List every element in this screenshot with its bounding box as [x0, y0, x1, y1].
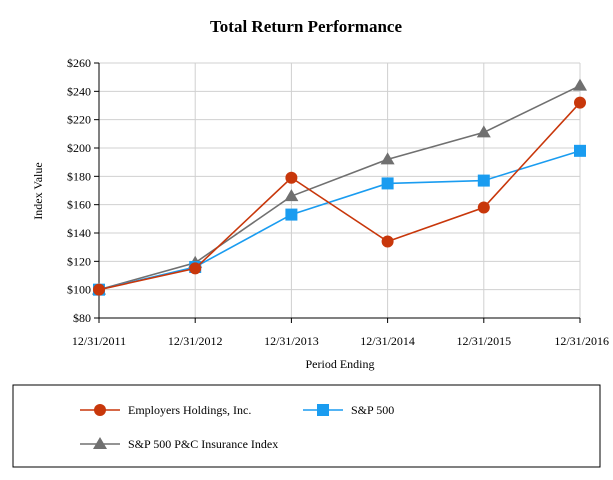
x-tick-label: 12/31/2012 [168, 334, 223, 348]
grid-lines [99, 62, 581, 318]
legend-marker [93, 437, 107, 449]
series-line [98, 102, 581, 291]
y-tick-label: $80 [73, 311, 91, 325]
series-line [98, 150, 581, 291]
y-tick-label: $220 [67, 113, 91, 127]
data-point [477, 174, 490, 187]
x-tick-label: 12/31/2015 [456, 334, 511, 348]
legend-marker [317, 404, 329, 416]
y-tick-label: $260 [67, 56, 91, 70]
legend-item: Employers Holdings, Inc. [80, 403, 251, 417]
series-circle [93, 96, 586, 296]
series-square [93, 144, 586, 296]
data-point [476, 125, 491, 138]
data-point [381, 235, 394, 248]
y-tick-label: $160 [67, 198, 91, 212]
x-axis-tick-labels: 12/31/2011 12/31/2012 12/31/2013 12/31/2014… [72, 334, 609, 348]
series-line [98, 84, 581, 291]
x-axis-label: Period Ending [306, 357, 375, 371]
data-point [477, 201, 490, 214]
data-point [285, 171, 298, 184]
y-tick-label: $240 [67, 84, 91, 98]
series-triangle [92, 78, 587, 295]
legend-item: S&P 500 [303, 403, 394, 417]
data-point [574, 144, 586, 157]
y-tick-label: $120 [67, 254, 91, 268]
x-tick-label: 12/31/2013 [264, 334, 319, 348]
legend-label: S&P 500 [351, 403, 394, 417]
x-tick-label: 12/31/2016 [554, 334, 609, 348]
data-point [573, 78, 587, 91]
data-point [381, 177, 394, 190]
legend: Employers Holdings, Inc. S&P 500 S&P 500 P… [80, 403, 394, 451]
y-axis-label: Index Value [31, 162, 45, 219]
chart-title: Total Return Performance [210, 17, 402, 36]
x-tick-label: 12/31/2011 [72, 334, 126, 348]
data-point [380, 152, 395, 165]
data-point [93, 283, 105, 296]
data-point [285, 208, 298, 221]
y-tick-label: $100 [67, 283, 91, 297]
y-tick-label: $180 [67, 169, 91, 183]
data-point [284, 189, 299, 202]
x-tick-label: 12/31/2014 [360, 334, 415, 348]
axes [94, 62, 581, 323]
data-point [574, 96, 586, 109]
legend-label: S&P 500 P&C Insurance Index [128, 437, 278, 451]
y-axis-tick-labels: $80 $100 $120 $140 $160 $180 $200 $220 $240 $260 [67, 56, 91, 325]
legend-box [12, 384, 601, 468]
legend-item: S&P 500 P&C Insurance Index [80, 437, 278, 451]
data-series [92, 78, 587, 296]
data-point [189, 262, 202, 275]
y-tick-label: $200 [67, 141, 91, 155]
legend-label: Employers Holdings, Inc. [128, 403, 251, 417]
y-tick-label: $140 [67, 226, 91, 240]
legend-marker [94, 404, 106, 416]
